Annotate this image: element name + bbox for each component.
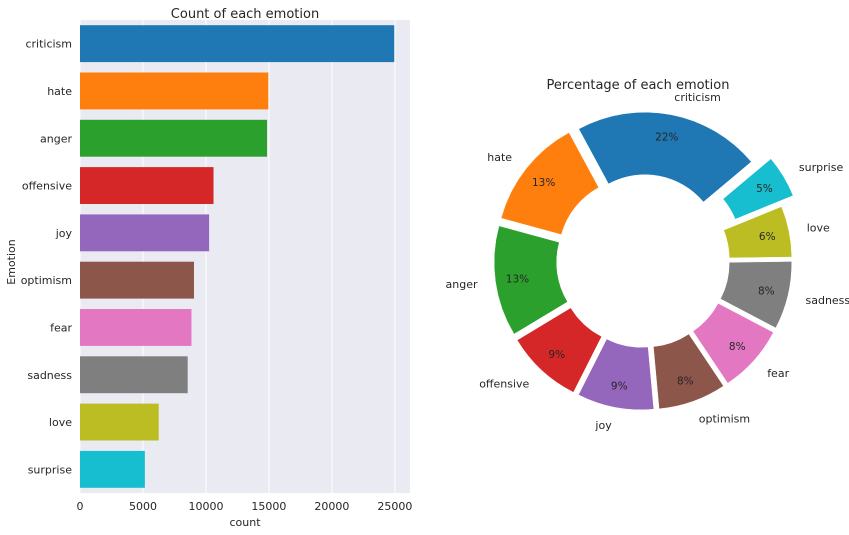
donut-percent-label: 22%	[655, 131, 678, 143]
bar-optimism	[80, 261, 194, 299]
donut-wedge-surprise	[722, 158, 794, 220]
donut-category-label: love	[807, 222, 830, 235]
bar-x-tick-labels: 0 5000 10000 15000 20000 25000	[77, 500, 413, 513]
bar-category-label: offensive	[22, 180, 72, 193]
bar-x-tick-label: 20000	[314, 500, 349, 513]
bar-x-tick-label: 10000	[188, 500, 223, 513]
bar-anger	[80, 119, 268, 157]
donut-wedge-joy	[578, 338, 655, 411]
bar-category-label: hate	[47, 85, 72, 98]
bar-category-label: love	[49, 416, 72, 429]
bar-category-label: fear	[50, 321, 72, 334]
bar-offensive	[80, 167, 214, 204]
donut-percent-label: 9%	[548, 349, 565, 361]
bar-category-label: surprise	[28, 463, 73, 476]
bar-fear	[80, 309, 192, 346]
bar-sadness	[80, 356, 188, 394]
donut-percent-label: 8%	[729, 341, 746, 353]
bar-category-label: optimism	[21, 274, 72, 287]
donut-category-label: optimism	[699, 412, 750, 425]
bar-x-tick-label: 15000	[251, 500, 286, 513]
donut-percent-labels: 22% 13% 13% 9% 9% 8% 8% 8% 6% 5%	[506, 131, 776, 392]
bar-surprise	[80, 450, 145, 488]
bar-criticism	[80, 25, 395, 63]
bar-series	[80, 25, 395, 488]
bar-category-label: criticism	[25, 38, 72, 51]
bar-x-tick-label: 25000	[377, 500, 412, 513]
bar-x-axis-label: count	[229, 516, 261, 529]
donut-wedge-criticism	[578, 111, 752, 203]
bar-category-labels: criticism hate anger offensive joy optimism fe…	[21, 38, 73, 477]
donut-category-label: fear	[767, 367, 789, 380]
donut-wedge-love	[723, 206, 793, 259]
donut-percent-label: 13%	[506, 273, 529, 285]
donut-percent-label: 8%	[677, 375, 694, 387]
donut-percent-label: 5%	[756, 183, 773, 195]
bar-y-axis-label: Emotion	[5, 239, 18, 284]
bar-category-label: joy	[55, 227, 73, 240]
bar-love	[80, 403, 159, 441]
donut-wedge-optimism	[653, 333, 724, 410]
bar-category-label: anger	[40, 132, 72, 145]
donut-series	[493, 111, 794, 411]
donut-wedge-hate	[500, 132, 600, 235]
donut-category-label: offensive	[479, 377, 529, 390]
donut-chart-title: Percentage of each emotion	[547, 78, 730, 93]
bar-x-tick-label: 5000	[129, 500, 157, 513]
bar-hate	[80, 72, 269, 110]
donut-category-label: criticism	[674, 91, 721, 104]
donut-percent-label: 9%	[611, 381, 628, 393]
bar-chart-title: Count of each emotion	[171, 7, 319, 22]
donut-category-label: joy	[594, 419, 612, 432]
donut-category-labels: criticism hate anger offensive joy optimism fe…	[446, 91, 849, 432]
donut-wedge-sadness	[720, 261, 792, 329]
donut-chart: Percentage of each emotion 22% 13% 13% 9% 9%…	[446, 78, 849, 432]
bar-x-tick-label: 0	[77, 500, 84, 513]
donut-category-label: surprise	[799, 161, 844, 174]
donut-category-label: sadness	[805, 294, 849, 307]
donut-percent-label: 8%	[758, 286, 775, 298]
donut-wedge-anger	[493, 225, 568, 335]
bar-joy	[80, 214, 210, 252]
donut-wedge-offensive	[516, 307, 603, 393]
donut-category-label: anger	[446, 278, 478, 291]
donut-percent-label: 13%	[532, 177, 555, 189]
bar-chart: criticism hate anger offensive joy optimism fe…	[5, 7, 412, 529]
donut-wedge-fear	[692, 302, 774, 384]
bar-category-label: sadness	[27, 369, 72, 382]
donut-percent-label: 6%	[759, 231, 776, 243]
donut-category-label: hate	[487, 151, 512, 164]
